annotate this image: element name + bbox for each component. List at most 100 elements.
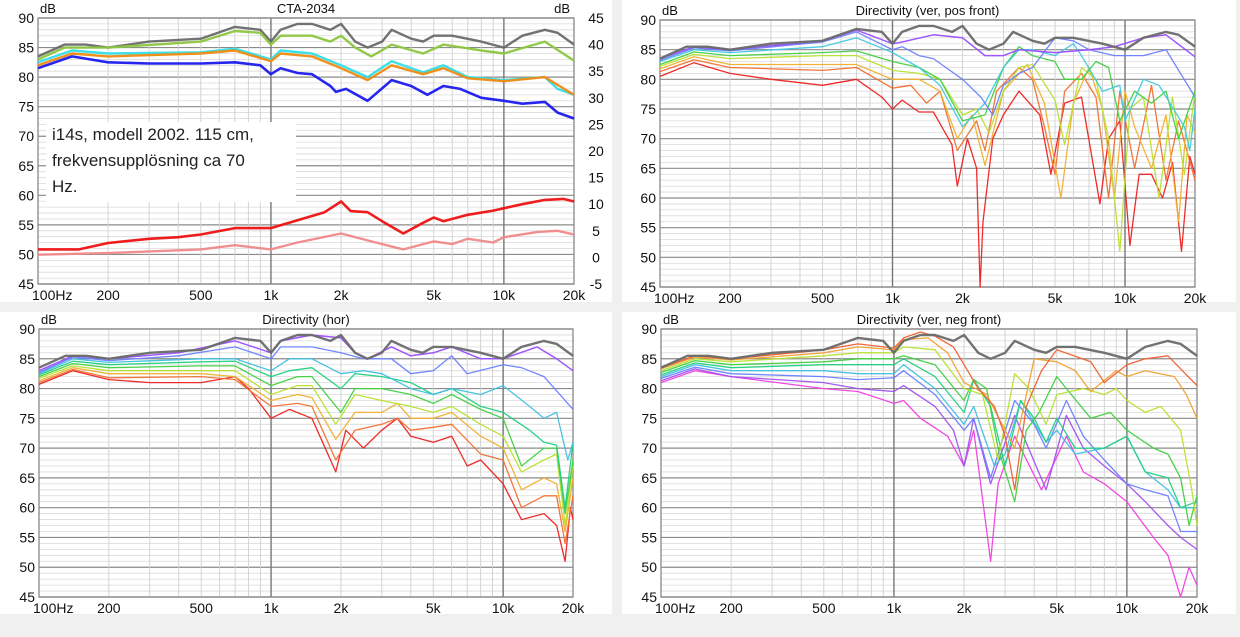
y-tick-label: 45 <box>18 276 34 292</box>
x-tick-label: 500 <box>189 287 213 303</box>
y-tick-label: 75 <box>18 99 34 115</box>
y2-tick-label: 0 <box>592 249 600 265</box>
note-line-3: Hz. <box>52 177 78 196</box>
y-tick-label: 80 <box>640 71 656 87</box>
y-axis-label: dB <box>40 1 56 16</box>
y-tick-label: 75 <box>640 101 656 117</box>
series-line-3 <box>659 56 1196 223</box>
plot-frame <box>659 19 1196 288</box>
x-tick-label: 1k <box>885 290 901 306</box>
series-group <box>659 24 1196 288</box>
y-tick-label: 80 <box>641 381 657 397</box>
series-line-6 <box>38 197 575 251</box>
y-axis-label: dB <box>41 312 57 327</box>
y2-tick-label: 10 <box>588 196 604 212</box>
series-line-1 <box>660 370 1198 598</box>
y-tick-label: 65 <box>18 158 34 174</box>
x-tick-label: 20k <box>1184 290 1208 306</box>
y-tick-label: 75 <box>641 410 657 426</box>
y-tick-label: 80 <box>19 381 35 397</box>
y2-tick-label: 5 <box>592 223 600 239</box>
x-tick-label: 2k <box>334 600 350 616</box>
series-line-6 <box>38 360 574 509</box>
series-line-2 <box>38 368 574 545</box>
y-tick-label: 60 <box>18 187 34 203</box>
chart-title: Directivity (hor) <box>262 312 349 327</box>
x-tick-label: 200 <box>96 287 120 303</box>
x-tick-label: 20k <box>1186 600 1210 616</box>
y-tick-label: 65 <box>19 470 35 486</box>
grid <box>37 17 575 285</box>
x-tick-label: 100Hz <box>33 600 73 616</box>
chart-panel-3: Directivity (hor) dB 45 50 55 60 65 70 75 80 85 90 1… <box>0 312 612 616</box>
x-tick-label: 2k <box>334 287 350 303</box>
y2-tick-label: 40 <box>588 37 604 53</box>
y-tick-label: 75 <box>19 410 35 426</box>
x-tick-label: 5k <box>1049 600 1065 616</box>
series-line-6 <box>660 355 1198 527</box>
x-tick-label: 500 <box>811 290 835 306</box>
y-tick-label: 70 <box>19 440 35 456</box>
series-line-7 <box>659 31 1196 116</box>
y-tick-label: 90 <box>640 12 656 28</box>
series-line-3 <box>38 367 574 533</box>
y-axis-label: dB <box>663 312 679 327</box>
series-line-1 <box>38 370 574 562</box>
y-tick-label: 90 <box>641 321 657 337</box>
x-tick-label: 1k <box>887 600 903 616</box>
series-line-5 <box>660 358 1198 509</box>
series-line-9 <box>660 331 1198 491</box>
series-line-2 <box>660 368 1198 550</box>
y-tick-label: 60 <box>640 190 656 206</box>
y-tick-label: 80 <box>18 69 34 85</box>
y-tick-label: 65 <box>640 160 656 176</box>
series-line-5 <box>38 362 574 515</box>
y-tick-label: 70 <box>640 131 656 147</box>
x-tick-label: 200 <box>719 600 743 616</box>
x-tick-label: 20k <box>562 600 586 616</box>
series-line-7 <box>37 229 575 256</box>
chart-title: CTA-2034 <box>277 1 335 16</box>
series-line-2 <box>37 29 575 62</box>
x-tick-label: 10k <box>493 287 517 303</box>
x-tick-label: 5k <box>426 600 442 616</box>
series-line-4 <box>37 49 575 96</box>
y2-tick-label: -5 <box>590 276 603 292</box>
chart-panel-2: Directivity (ver, pos front) dB 45 50 55 60 65… <box>622 0 1236 306</box>
x-tick-label: 100Hz <box>654 290 694 306</box>
y-tick-label: 70 <box>641 440 657 456</box>
y-tick-label: 60 <box>19 500 35 516</box>
x-tick-label: 5k <box>426 287 442 303</box>
x-tick-label: 1k <box>264 287 280 303</box>
series-line-1 <box>659 62 1196 288</box>
x-tick-label: 500 <box>812 600 836 616</box>
x-tick-label: 5k <box>1048 290 1064 306</box>
series-line-5 <box>37 55 575 120</box>
chart-panel-1: CTA-2034 dB dB 45 50 55 60 65 70 75 80 85 90 -5 0 5 10 15… <box>0 0 612 303</box>
note-line-1: i14s, modell 2002. 115 cm, <box>52 125 254 144</box>
x-tick-label: 20k <box>563 287 587 303</box>
y-tick-label: 55 <box>641 529 657 545</box>
series-line-10 <box>38 333 574 369</box>
y-tick-label: 60 <box>641 500 657 516</box>
x-tick-label: 100Hz <box>32 287 72 303</box>
y-axis-label: dB <box>662 3 678 18</box>
series-line-9 <box>659 24 1196 60</box>
x-tick-label: 10k <box>1116 600 1140 616</box>
y2-tick-label: 25 <box>588 116 604 132</box>
x-tick-label: 500 <box>190 600 214 616</box>
x-tick-label: 200 <box>97 600 121 616</box>
y-tick-label: 45 <box>19 589 35 605</box>
y-tick-label: 90 <box>19 321 35 337</box>
y-tick-label: 55 <box>19 529 35 545</box>
x-tick-label: 200 <box>718 290 742 306</box>
y-tick-label: 50 <box>19 559 35 575</box>
note-line-2: frekvensupplösning ca 70 <box>52 151 245 170</box>
chart-title: Directivity (ver, pos front) <box>856 3 1000 18</box>
y2-tick-label: 30 <box>588 90 604 106</box>
y-tick-label: 70 <box>18 128 34 144</box>
plot-frame <box>37 17 575 285</box>
y-tick-label: 50 <box>641 559 657 575</box>
series-line-8 <box>660 337 1198 449</box>
